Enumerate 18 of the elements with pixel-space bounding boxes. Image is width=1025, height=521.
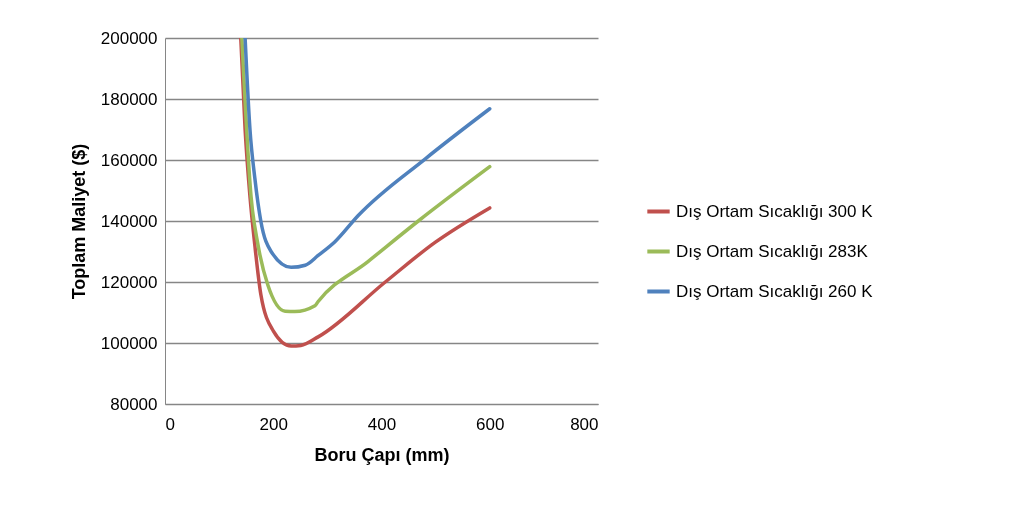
legend-label: Dış Ortam Sıcaklığı 283K — [676, 241, 869, 261]
line-series — [243, 38, 492, 270]
x-tick-label: 0 — [165, 414, 175, 434]
legend-label: Dış Ortam Sıcaklığı 260 K — [676, 281, 874, 301]
x-axis-title: Boru Çapı (mm) — [314, 444, 450, 465]
y-tick-label: 180000 — [100, 89, 158, 109]
y-axis-title: Toplam Maliyet ($) — [68, 143, 89, 300]
y-tick-label: 100000 — [100, 333, 158, 353]
y-tick-label: 200000 — [100, 28, 158, 48]
y-tick-label: 80000 — [110, 394, 158, 414]
y-tick-label: 120000 — [100, 272, 158, 292]
y-tick-label: 140000 — [100, 211, 158, 231]
legend-label: Dış Ortam Sıcaklığı 300 K — [676, 201, 874, 221]
x-tick-label: 800 — [570, 414, 599, 434]
x-tick-label: 600 — [476, 414, 505, 434]
x-tick-label: 400 — [367, 414, 397, 434]
x-tick-label: 200 — [259, 414, 288, 434]
y-tick-label: 160000 — [100, 150, 158, 170]
